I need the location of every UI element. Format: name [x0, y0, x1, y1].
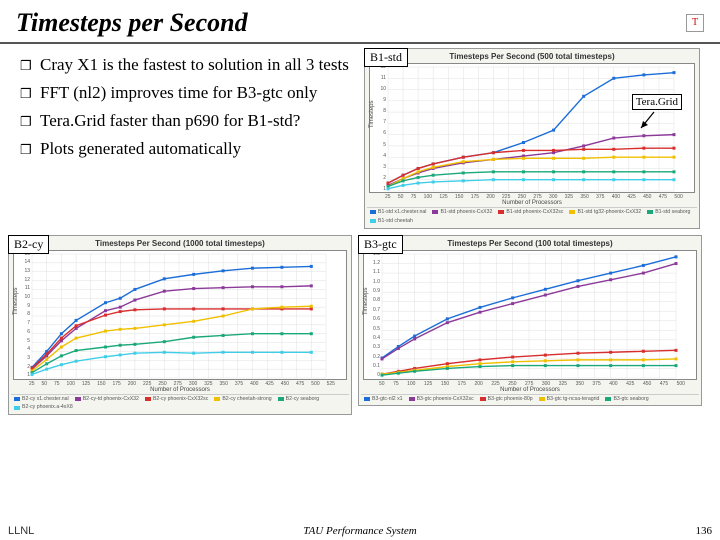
annotation-arrow-icon: [638, 110, 660, 132]
bullet-text: FFT (nl2) improves time for B3-gtc only: [40, 82, 354, 105]
legend-label: B1-std phoenix-CxX32sc: [506, 209, 563, 216]
plot-area: 123456789101112131415Timesteps: [13, 250, 347, 380]
legend-item: B3-gtc-nl2 x1: [364, 396, 403, 403]
legend-item: B2-cy-td phoenix-CxX32: [75, 396, 139, 403]
legend-swatch-icon: [370, 219, 376, 223]
plot-area: 00.10.20.30.40.50.60.70.80.91.01.11.21.3…: [363, 250, 697, 380]
bullet-list: ❒Cray X1 is the fastest to solution in a…: [8, 48, 358, 229]
y-ticks: 123456789101112131415: [18, 251, 30, 379]
legend-label: B3-gtc-nl2 x1: [372, 396, 403, 403]
bullet-item: ❒FFT (nl2) improves time for B3-gtc only: [20, 82, 354, 105]
legend-item: B1-std phoenix-CxX32: [432, 209, 492, 216]
chart-b2-label: B2-cy: [8, 235, 49, 254]
bullet-item: ❒Cray X1 is the fastest to solution in a…: [20, 54, 354, 77]
chart-b2: B2-cy Timesteps Per Second (1000 total t…: [8, 235, 352, 416]
legend-item: B1-std cheetah: [370, 218, 413, 225]
annotation-teragrid: Tera.Grid: [632, 94, 682, 110]
legend-item: B1-std tg32-phoenix-CxX32: [569, 209, 641, 216]
legend-label: B2-cy cheetah-strong: [222, 396, 271, 403]
legend-label: B2-cy phoenix.a-4xX8: [22, 404, 73, 411]
chart-b1-label: B1-std: [364, 48, 408, 67]
legend-swatch-icon: [498, 210, 504, 214]
legend-label: B3-gtc seaborg: [613, 396, 648, 403]
legend-swatch-icon: [605, 397, 611, 401]
y-axis-label: Timesteps: [369, 101, 375, 128]
legend-item: B2-cy phoenix.a-4xX8: [14, 404, 73, 411]
x-axis-label: Number of Processors: [11, 387, 349, 394]
x-ticks: 5075100125150175200225250275300325350375…: [361, 381, 699, 387]
x-axis-label: Number of Processors: [367, 200, 697, 207]
legend-swatch-icon: [539, 397, 545, 401]
legend-item: B1-std x1.chester.nal: [370, 209, 426, 216]
legend-swatch-icon: [278, 397, 284, 401]
main-content: ❒Cray X1 is the fastest to solution in a…: [0, 44, 720, 415]
legend-swatch-icon: [370, 210, 376, 214]
legend-item: B2-cy x1.chester.nal: [14, 396, 69, 403]
legend-swatch-icon: [647, 210, 653, 214]
chart-b3-label: B3-gtc: [358, 235, 403, 254]
legend-label: B3-gtc phoenix-CxX32sc: [417, 396, 474, 403]
legend-item: B3-gtc phoenix-CxX32sc: [409, 396, 474, 403]
legend-label: B1-std x1.chester.nal: [378, 209, 426, 216]
legend-label: B1-std phoenix-CxX32: [440, 209, 492, 216]
plot-svg: [364, 251, 680, 381]
legend-label: B1-std seaborg: [655, 209, 690, 216]
legend-label: B2-cy-td phoenix-CxX32: [83, 396, 139, 403]
chart-title: Timesteps Per Second (1000 total timeste…: [11, 238, 349, 249]
legend-item: B3-gtc seaborg: [605, 396, 648, 403]
footer-right: 136: [696, 525, 713, 537]
legend-label: B3-gtc tg-ncsa-teragrid: [547, 396, 600, 403]
y-axis-label: Timesteps: [13, 287, 19, 314]
legend-swatch-icon: [364, 397, 370, 401]
chart-b1: B1-std Tera.Grid Timesteps Per Second (5…: [364, 48, 700, 229]
legend-label: B2-cy seaborg: [286, 396, 319, 403]
legend-label: B3-gtc phoenix-80p: [488, 396, 533, 403]
chart-legend: B3-gtc-nl2 x1 B3-gtc phoenix-CxX32sc B3-gt…: [361, 394, 699, 404]
legend-item: B1-std phoenix-CxX32sc: [498, 209, 563, 216]
legend-item: B2-cy phoenix-CxX32sc: [145, 396, 208, 403]
legend-swatch-icon: [409, 397, 415, 401]
legend-item: B2-cy seaborg: [278, 396, 319, 403]
bullet-item: ❒Plots generated automatically: [20, 138, 354, 161]
bullet-marker-icon: ❒: [20, 82, 40, 105]
legend-swatch-icon: [214, 397, 220, 401]
legend-swatch-icon: [480, 397, 486, 401]
y-ticks: 123456789101112: [374, 64, 386, 192]
header-logo-icon: T: [686, 14, 704, 32]
legend-swatch-icon: [14, 397, 20, 401]
plot-svg: [14, 251, 330, 381]
chart-title: Timesteps Per Second (500 total timestep…: [367, 51, 697, 62]
legend-swatch-icon: [569, 210, 575, 214]
x-axis-label: Number of Processors: [361, 387, 699, 394]
y-ticks: 00.10.20.30.40.50.60.70.80.91.01.11.21.3: [368, 251, 380, 379]
chart-legend: B1-std x1.chester.nal B1-std phoenix-CxX3…: [367, 207, 697, 226]
y-axis-label: Timesteps: [363, 287, 369, 314]
legend-label: B2-cy x1.chester.nal: [22, 396, 69, 403]
bullet-text: Tera.Grid faster than p690 for B1-std?: [40, 110, 354, 133]
footer-center: TAU Performance System: [303, 525, 416, 537]
plot-svg: [370, 64, 678, 194]
legend-swatch-icon: [75, 397, 81, 401]
legend-label: B1-std cheetah: [378, 218, 413, 225]
chart-title: Timesteps Per Second (100 total timestep…: [361, 238, 699, 249]
footer-left: LLNL: [8, 525, 34, 537]
bullet-item: ❒Tera.Grid faster than p690 for B1-std?: [20, 110, 354, 133]
page-title: Timesteps per Second: [16, 8, 248, 38]
legend-swatch-icon: [432, 210, 438, 214]
legend-item: B1-std seaborg: [647, 209, 690, 216]
bullet-marker-icon: ❒: [20, 138, 40, 161]
chart-b3: B3-gtc Timesteps Per Second (100 total t…: [358, 235, 702, 416]
bullet-marker-icon: ❒: [20, 110, 40, 133]
legend-label: B1-std tg32-phoenix-CxX32: [577, 209, 641, 216]
legend-swatch-icon: [14, 406, 20, 410]
legend-item: B3-gtc tg-ncsa-teragrid: [539, 396, 600, 403]
legend-item: B2-cy cheetah-strong: [214, 396, 271, 403]
bullet-text: Plots generated automatically: [40, 138, 354, 161]
chart-legend: B2-cy x1.chester.nal B2-cy-td phoenix-CxX…: [11, 394, 349, 413]
legend-swatch-icon: [145, 397, 151, 401]
bullet-marker-icon: ❒: [20, 54, 40, 77]
legend-label: B2-cy phoenix-CxX32sc: [153, 396, 208, 403]
legend-item: B3-gtc phoenix-80p: [480, 396, 533, 403]
bullet-text: Cray X1 is the fastest to solution in al…: [40, 54, 354, 77]
